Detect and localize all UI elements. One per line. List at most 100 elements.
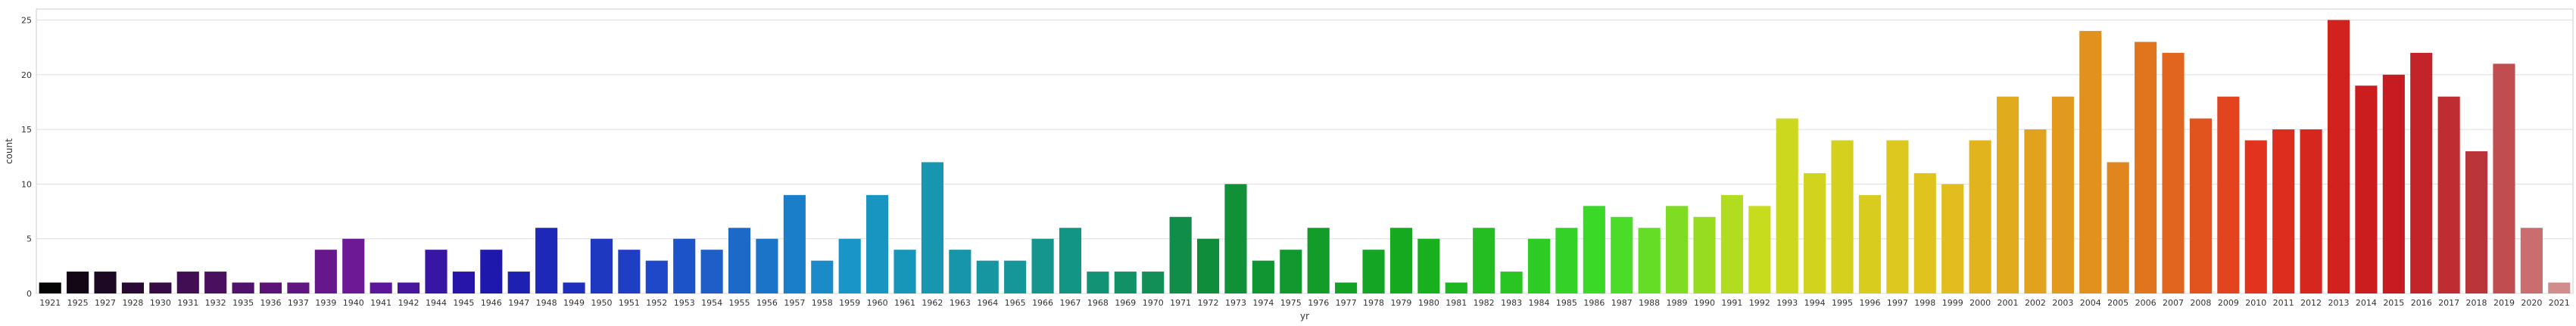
bar-2009 bbox=[2217, 96, 2240, 293]
bar-1963 bbox=[949, 250, 971, 293]
x-tick-label: 1971 bbox=[1170, 298, 1191, 308]
bar-1966 bbox=[1031, 238, 1054, 293]
x-tick-label: 1946 bbox=[481, 298, 502, 308]
x-tick-label: 2003 bbox=[2052, 298, 2073, 308]
x-tick-label: 1981 bbox=[1445, 298, 1467, 308]
bar-1939 bbox=[314, 250, 337, 293]
bar-1936 bbox=[259, 282, 282, 293]
x-tick-label: 1980 bbox=[1418, 298, 1439, 308]
x-tick-label: 2017 bbox=[2438, 298, 2459, 308]
bar-1968 bbox=[1087, 272, 1109, 293]
x-tick-label: 1948 bbox=[536, 298, 557, 308]
x-tick-label: 1977 bbox=[1336, 298, 1357, 308]
bar-2000 bbox=[1969, 140, 1991, 293]
bar-1935 bbox=[232, 282, 254, 293]
bar-1991 bbox=[1720, 194, 1743, 293]
bar-2002 bbox=[2024, 129, 2047, 293]
bar-2012 bbox=[2300, 129, 2322, 293]
x-tick-label: 2004 bbox=[2080, 298, 2101, 308]
y-tick-label: 25 bbox=[21, 15, 32, 25]
x-tick-label: 2008 bbox=[2190, 298, 2211, 308]
bar-2003 bbox=[2051, 96, 2074, 293]
x-tick-label: 1927 bbox=[95, 298, 116, 308]
bar-1984 bbox=[1527, 238, 1551, 293]
bar-1952 bbox=[645, 260, 668, 293]
bar-1987 bbox=[1611, 216, 1633, 293]
bar-1954 bbox=[700, 250, 723, 293]
bar-2011 bbox=[2272, 129, 2295, 293]
x-tick-label: 1940 bbox=[343, 298, 364, 308]
bar-1931 bbox=[176, 272, 199, 293]
bar-1941 bbox=[370, 282, 392, 293]
x-tick-label: 2000 bbox=[1969, 298, 1991, 308]
bar-1957 bbox=[783, 194, 806, 293]
x-tick-label: 1949 bbox=[563, 298, 585, 308]
bar-1973 bbox=[1224, 184, 1247, 293]
bar-1942 bbox=[398, 282, 420, 293]
x-tick-label: 1937 bbox=[288, 298, 309, 308]
x-tick-label: 1963 bbox=[950, 298, 971, 308]
bar-1964 bbox=[976, 260, 999, 293]
x-tick-label: 1990 bbox=[1694, 298, 1715, 308]
bar-1921 bbox=[39, 282, 61, 293]
bar-1974 bbox=[1252, 260, 1274, 293]
bar-1927 bbox=[94, 272, 117, 293]
bar-1950 bbox=[590, 238, 613, 293]
x-tick-label: 1955 bbox=[729, 298, 750, 308]
x-tick-labels: 1921 1925 1927 1928 1930 1931 1932 1935 1936 1937… bbox=[39, 298, 2570, 308]
x-tick-label: 1997 bbox=[1887, 298, 1908, 308]
bar-1932 bbox=[204, 272, 227, 293]
x-tick-label: 1972 bbox=[1198, 298, 1219, 308]
bar-1951 bbox=[618, 250, 641, 293]
x-tick-label: 2010 bbox=[2245, 298, 2266, 308]
bar-1994 bbox=[1804, 172, 1826, 293]
x-tick-label: 1964 bbox=[977, 298, 998, 308]
x-tick-label: 1942 bbox=[398, 298, 419, 308]
bar-2016 bbox=[2410, 52, 2433, 293]
bar-1970 bbox=[1142, 272, 1165, 293]
bar-1978 bbox=[1362, 250, 1385, 293]
x-tick-label: 2002 bbox=[2025, 298, 2046, 308]
x-tick-label: 1956 bbox=[756, 298, 778, 308]
x-tick-label: 1928 bbox=[122, 298, 143, 308]
bar-1946 bbox=[480, 250, 503, 293]
y-tick-label: 15 bbox=[21, 125, 32, 135]
bar-1979 bbox=[1389, 228, 1413, 293]
y-tick-label: 0 bbox=[27, 289, 32, 299]
bar-1962 bbox=[921, 162, 943, 293]
x-tick-label: 2009 bbox=[2218, 298, 2239, 308]
bar-1971 bbox=[1169, 216, 1192, 293]
x-tick-label: 1988 bbox=[1639, 298, 1660, 308]
bar-1948 bbox=[535, 228, 558, 293]
bar-1990 bbox=[1693, 216, 1716, 293]
bar-1972 bbox=[1196, 238, 1220, 293]
x-tick-label: 1951 bbox=[619, 298, 640, 308]
bar-1925 bbox=[67, 272, 89, 293]
x-tick-label: 1975 bbox=[1280, 298, 1302, 308]
bar-1981 bbox=[1445, 282, 1467, 293]
x-tick-label: 2006 bbox=[2135, 298, 2157, 308]
x-tick-label: 1936 bbox=[260, 298, 282, 308]
bar-1961 bbox=[893, 250, 916, 293]
x-tick-label: 2021 bbox=[2549, 298, 2570, 308]
x-tick-label: 1991 bbox=[1721, 298, 1742, 308]
x-tick-label: 2016 bbox=[2411, 298, 2432, 308]
x-tick-label: 2007 bbox=[2163, 298, 2184, 308]
x-tick-label: 1950 bbox=[591, 298, 612, 308]
x-tick-label: 1993 bbox=[1776, 298, 1798, 308]
bar-1976 bbox=[1307, 228, 1330, 293]
x-axis-label: yr bbox=[1300, 311, 1309, 321]
bar-2001 bbox=[1996, 96, 2019, 293]
bar-1993 bbox=[1776, 118, 1798, 293]
x-tick-label: 1987 bbox=[1611, 298, 1633, 308]
x-tick-label: 1962 bbox=[922, 298, 943, 308]
bar-1955 bbox=[728, 228, 751, 293]
x-tick-label: 1957 bbox=[784, 298, 805, 308]
bar-1980 bbox=[1417, 238, 1440, 293]
x-tick-label: 2005 bbox=[2107, 298, 2128, 308]
x-tick-label: 1995 bbox=[1832, 298, 1853, 308]
bar-1969 bbox=[1114, 272, 1137, 293]
x-tick-label: 1947 bbox=[508, 298, 529, 308]
bar-1959 bbox=[838, 238, 861, 293]
x-tick-label: 1979 bbox=[1390, 298, 1411, 308]
